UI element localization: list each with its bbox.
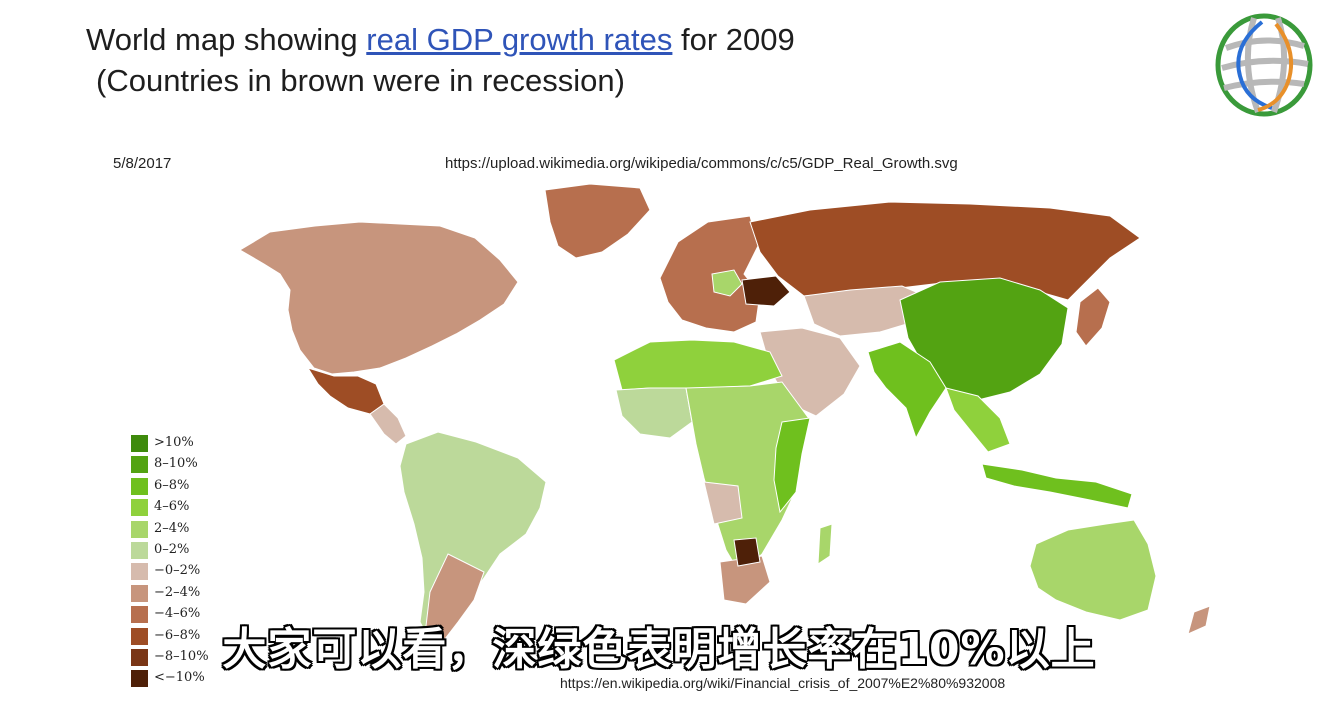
legend-swatch <box>131 435 148 452</box>
reference-url: https://en.wikipedia.org/wiki/Financial_… <box>560 675 1006 691</box>
legend-label: <−10% <box>154 670 205 686</box>
region-greenland <box>544 183 651 259</box>
legend-label: 2–4% <box>154 520 190 536</box>
legend-swatch <box>131 627 148 645</box>
region-india <box>867 341 947 440</box>
legend-label: 6–8% <box>154 477 190 493</box>
region-indonesia <box>981 463 1133 509</box>
logo-swirl-orange <box>1257 22 1294 112</box>
region-poland <box>711 269 743 297</box>
legend-swatch <box>131 456 148 474</box>
region-central-america <box>369 403 407 445</box>
legend-label: −8–10% <box>154 648 209 664</box>
region-new-zealand <box>1187 605 1211 635</box>
region-europe <box>659 215 761 333</box>
region-madagascar <box>817 523 833 565</box>
legend-swatch <box>131 520 148 538</box>
region-east-africa <box>773 417 811 514</box>
legend-swatch <box>131 584 148 602</box>
title-suffix: for 2009 <box>672 22 795 57</box>
legend-swatch <box>131 477 148 495</box>
source-url: https://upload.wikimedia.org/wikipedia/c… <box>445 155 958 172</box>
world-gdp-map <box>230 182 1260 652</box>
legend-label: 8–10% <box>154 456 198 472</box>
region-southeast-asia <box>945 387 1011 453</box>
legend-swatch <box>131 670 148 688</box>
region-australia <box>1029 519 1157 621</box>
legend-swatch <box>131 606 148 624</box>
gdp-growth-link[interactable]: real GDP growth rates <box>366 22 673 57</box>
region-botswana <box>733 537 761 567</box>
globe-logo-icon <box>1215 13 1313 117</box>
legend-swatch <box>131 563 148 581</box>
legend-label: −0–2% <box>154 563 201 579</box>
logo-swirl-blue <box>1236 20 1273 110</box>
legend-swatch <box>131 541 148 559</box>
region-ukraine <box>741 275 791 307</box>
legend-label: −2–4% <box>154 584 201 600</box>
legend-swatch <box>131 499 148 517</box>
legend-label: 4–6% <box>154 499 190 515</box>
legend-swatch <box>131 648 148 666</box>
video-subtitle: 大家可以看，深绿色表明增长率在10%以上 <box>222 624 1096 675</box>
title-prefix: World map showing <box>86 22 367 57</box>
logo-ring-outer <box>1215 13 1313 117</box>
legend-label: >10% <box>154 435 194 450</box>
legend-label: 0–2% <box>154 541 190 557</box>
region-angola <box>703 481 743 525</box>
logo-grid-lines <box>1221 17 1309 114</box>
page-title: World map showing real GDP growth rates … <box>86 22 795 58</box>
region-argentina <box>425 553 485 649</box>
legend-label: −6–8% <box>154 627 201 643</box>
page-subtitle: (Countries in brown were in recession) <box>96 63 625 98</box>
region-japan <box>1075 287 1111 347</box>
slide-date: 5/8/2017 <box>113 155 172 172</box>
region-north-america <box>239 221 519 375</box>
region-west-africa <box>615 387 693 439</box>
legend-label: −4–6% <box>154 606 201 622</box>
